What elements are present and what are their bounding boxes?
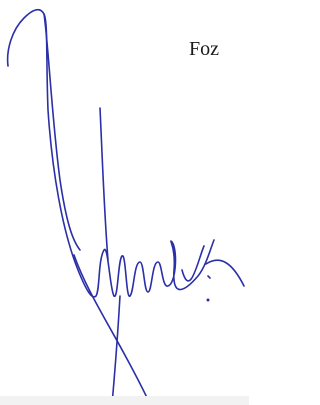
document-page: Foz	[0, 0, 249, 405]
ink-dot	[207, 299, 210, 302]
scan-edge	[0, 396, 249, 405]
printed-text: Foz	[189, 38, 219, 61]
